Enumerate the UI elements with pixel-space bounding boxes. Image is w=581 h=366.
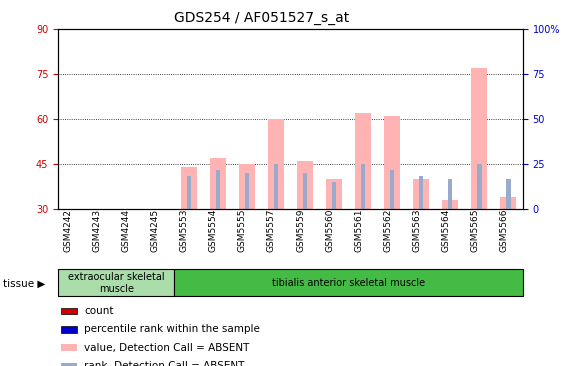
Bar <box>355 113 371 209</box>
Bar <box>174 269 523 296</box>
Bar <box>187 176 191 209</box>
Text: GSM5554: GSM5554 <box>209 209 218 252</box>
Bar <box>216 170 220 209</box>
Text: GSM5559: GSM5559 <box>296 209 305 252</box>
Bar <box>303 173 307 209</box>
Bar <box>442 200 458 209</box>
Text: GSM4243: GSM4243 <box>93 209 102 252</box>
Bar <box>268 119 284 209</box>
Text: GSM5563: GSM5563 <box>413 209 421 252</box>
Text: count: count <box>84 306 114 316</box>
Text: GSM4244: GSM4244 <box>122 209 131 251</box>
Bar <box>413 179 429 209</box>
Text: GSM5561: GSM5561 <box>354 209 363 252</box>
Bar <box>448 179 453 209</box>
Text: value, Detection Call = ABSENT: value, Detection Call = ABSENT <box>84 343 249 353</box>
Text: GSM5564: GSM5564 <box>442 209 450 252</box>
Bar <box>245 173 249 209</box>
Bar <box>419 176 424 209</box>
Bar <box>210 158 226 209</box>
Bar <box>332 182 336 209</box>
Text: percentile rank within the sample: percentile rank within the sample <box>84 324 260 335</box>
Text: GSM4242: GSM4242 <box>64 209 73 251</box>
Text: tissue ▶: tissue ▶ <box>3 279 45 289</box>
Text: GSM5560: GSM5560 <box>325 209 334 252</box>
Bar <box>58 269 174 296</box>
Bar <box>390 170 394 209</box>
Bar <box>62 308 77 314</box>
Text: GSM5565: GSM5565 <box>471 209 479 252</box>
Bar <box>506 179 511 209</box>
Bar <box>181 167 197 209</box>
Bar <box>500 197 517 209</box>
Bar <box>361 164 365 209</box>
Bar <box>471 68 487 209</box>
Bar <box>384 116 400 209</box>
Text: extraocular skeletal
muscle: extraocular skeletal muscle <box>68 272 164 294</box>
Bar <box>477 164 482 209</box>
Bar <box>239 164 255 209</box>
Bar <box>274 164 278 209</box>
Bar <box>297 161 313 209</box>
Text: GSM5555: GSM5555 <box>238 209 247 252</box>
Bar <box>62 363 77 366</box>
Text: GSM5562: GSM5562 <box>383 209 392 252</box>
Bar <box>62 326 77 333</box>
Text: tibialis anterior skeletal muscle: tibialis anterior skeletal muscle <box>272 278 425 288</box>
Text: GDS254 / AF051527_s_at: GDS254 / AF051527_s_at <box>174 11 350 25</box>
Bar <box>62 344 77 351</box>
Bar <box>326 179 342 209</box>
Text: GSM5557: GSM5557 <box>267 209 276 252</box>
Text: rank, Detection Call = ABSENT: rank, Detection Call = ABSENT <box>84 361 245 366</box>
Text: GSM5566: GSM5566 <box>500 209 508 252</box>
Text: GSM4245: GSM4245 <box>151 209 160 252</box>
Text: GSM5553: GSM5553 <box>180 209 189 252</box>
